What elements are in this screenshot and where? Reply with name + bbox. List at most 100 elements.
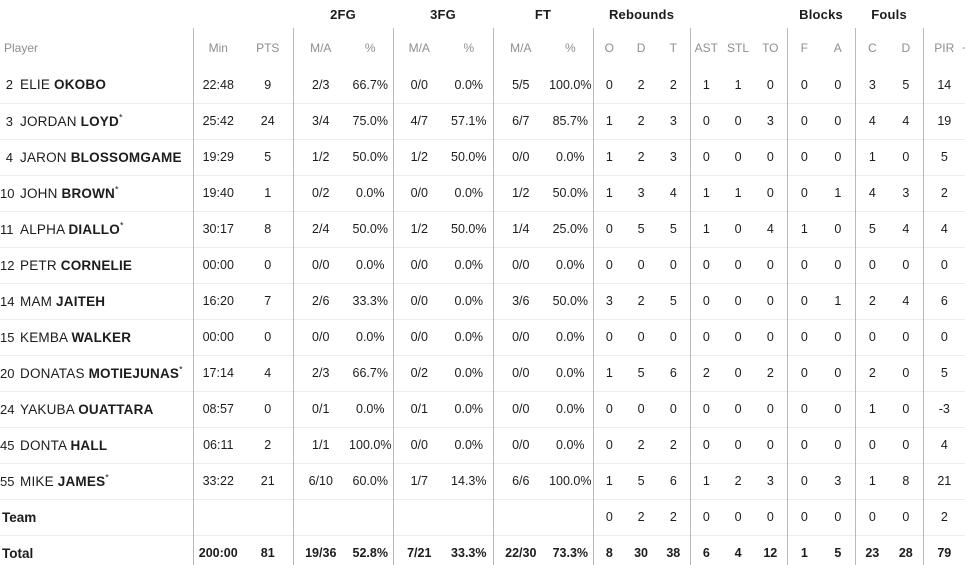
cell-2fg-pct [348, 499, 393, 535]
cell-3fg-ma: 1/2 [392, 139, 446, 175]
cell-3fg-pct: 14.3% [451, 474, 487, 488]
cell-2fg-pct: 50.0% [352, 222, 388, 236]
cell-2fg-pct: 0.0% [356, 330, 385, 344]
cell-ft-pct: 100.0% [549, 474, 592, 488]
cell-stl: 2 [734, 474, 742, 488]
cell-blk-a: 0 [834, 438, 842, 452]
cell-min: 33:22 [192, 463, 243, 499]
cell-foul-d: 4 [902, 222, 910, 236]
cell-ft-pct: 85.7% [552, 114, 589, 128]
player-name: DONTA HALL [20, 438, 107, 453]
player-last-name: HALL [70, 437, 108, 453]
player-cell: 2 ELIE OKOBO [0, 67, 193, 103]
group-spacer-left [0, 0, 293, 28]
cell-foul-c: 1 [854, 139, 890, 175]
group-blocks: Blocks [799, 6, 843, 22]
cell-reb-t: 2 [669, 438, 677, 452]
cell-to: 4 [766, 222, 774, 236]
cell-pts: 5 [264, 150, 272, 164]
cell-min: 06:11 [192, 427, 243, 463]
cell-3fg-pct: 0.0% [454, 330, 484, 344]
stat-group-header-row: 2FG 3FG FT Rebounds Blocks Fouls [0, 0, 965, 28]
cell-min: 19:40 [192, 175, 243, 211]
cell-stl: 0 [734, 150, 742, 164]
player-first-name: YAKUBA [20, 401, 79, 417]
cell-reb-t: 2 [669, 77, 677, 92]
cell-ft-pct: 0.0% [556, 402, 585, 416]
group-ft: FT [534, 6, 552, 22]
player-cell: 4 JARON BLOSSOMGAME [0, 139, 193, 175]
player-cell: 15 KEMBA WALKER [0, 319, 193, 355]
cell-stl: 0 [734, 330, 742, 344]
cell-reb-d: 2 [637, 294, 645, 308]
cell-pts: 4 [264, 366, 272, 380]
group-fouls: Fouls [871, 6, 907, 22]
cell-3fg-pct: 0.0% [454, 402, 484, 416]
cell-foul-c: 2 [854, 355, 890, 391]
player-number: 12 [0, 257, 15, 273]
player-row: 11 ALPHA DIALLO* 30:17 8 2/4 50.0% 1/2 50.0% 1/4… [0, 211, 965, 247]
cell-reb-o: 8 [592, 535, 626, 565]
cell-foul-d: 8 [902, 474, 910, 488]
cell-reb-t: 6 [669, 366, 677, 380]
player-cell: 10 JOHN BROWN* [0, 175, 193, 211]
cell-ast: 0 [689, 283, 723, 319]
cell-2fg-ma: 1/1 [292, 427, 348, 463]
cell-blk-a: 0 [834, 114, 842, 128]
cell-blk-a: 5 [834, 546, 842, 561]
cell-reb-o: 0 [592, 211, 626, 247]
player-last-name: BLOSSOMGAME [70, 149, 182, 165]
cell-pts: 0 [264, 402, 272, 416]
cell-ast: 0 [689, 103, 723, 139]
cell-pts: 2 [264, 438, 272, 452]
player-row: 3 JORDAN LOYD* 25:42 24 3/4 75.0% 4/7 57.1% 6/7 8… [0, 103, 965, 139]
player-cell: 45 DONTA HALL [0, 427, 193, 463]
cell-ft-ma: 0/0 [492, 427, 549, 463]
cell-blk-f: 0 [786, 355, 822, 391]
player-name: JOHN BROWN* [20, 185, 119, 201]
cell-blk-f: 1 [786, 211, 822, 247]
cell-min: 00:00 [192, 319, 243, 355]
cell-2fg-ma: 19/36 [292, 535, 348, 565]
player-first-name: DONATAS [20, 365, 89, 381]
cell-reb-t: 0 [669, 402, 677, 416]
cell-blk-f: 1 [786, 535, 822, 565]
cell-foul-d: 4 [902, 294, 910, 308]
cell-3fg-pct: 0.0% [454, 258, 484, 272]
cell-3fg-ma [392, 499, 446, 535]
player-name: MAM JAITEH [20, 294, 105, 309]
cell-to: 0 [766, 294, 774, 308]
player-cell: 14 MAM JAITEH [0, 283, 193, 319]
cell-reb-t: 38 [666, 546, 681, 561]
cell-stl: 1 [734, 186, 742, 200]
cell-stl: 0 [734, 258, 742, 272]
player-cell: 11 ALPHA DIALLO* [0, 211, 193, 247]
cell-pir: 4 [922, 211, 965, 247]
player-first-name: JOHN [20, 185, 62, 201]
cell-foul-d: 28 [898, 546, 913, 561]
cell-ft-pct: 0.0% [556, 330, 585, 344]
cell-foul-c: 0 [854, 319, 890, 355]
cell-foul-d: 0 [902, 150, 910, 164]
col-blk-a: A [833, 40, 842, 55]
cell-foul-d: 3 [902, 186, 910, 200]
cell-reb-d: 30 [634, 546, 648, 561]
player-row: 45 DONTA HALL 06:11 2 1/1 100.0% 0/0 0.0% 0/0 0.0… [0, 427, 965, 463]
cell-3fg-pct: 33.3% [451, 546, 487, 561]
cell-to: 0 [766, 77, 774, 92]
cell-pts: 1 [264, 186, 272, 200]
cell-2fg-pct: 75.0% [352, 114, 388, 128]
cell-reb-o: 0 [592, 499, 626, 535]
col-3fg-pct: % [463, 40, 475, 55]
cell-min: 22:48 [192, 67, 243, 103]
cell-pts: 7 [264, 294, 272, 308]
cell-min: 25:42 [192, 103, 243, 139]
cell-foul-d: 0 [902, 366, 910, 380]
starter-asterisk: * [119, 220, 124, 230]
cell-3fg-pct: 0.0% [454, 438, 484, 452]
cell-ast: 1 [689, 211, 723, 247]
player-first-name: KEMBA [20, 329, 72, 345]
cell-reb-o: 0 [592, 391, 626, 427]
